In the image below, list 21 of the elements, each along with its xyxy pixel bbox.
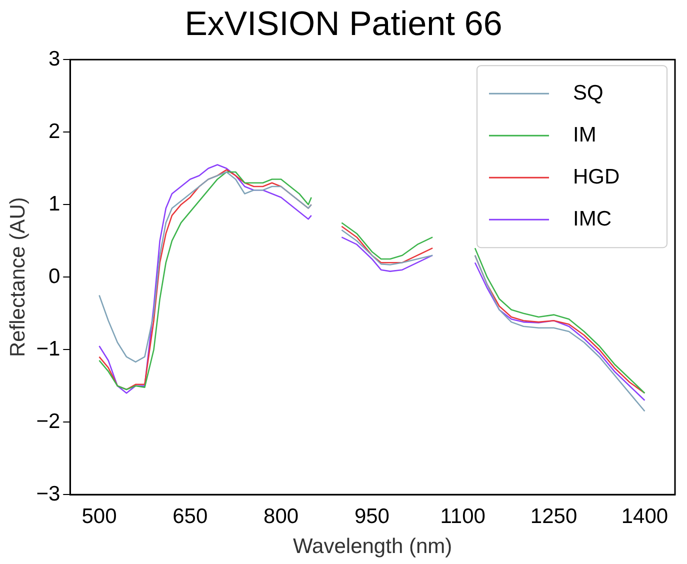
legend-label: IMC xyxy=(573,207,612,230)
x-tick-label: 800 xyxy=(264,504,299,528)
x-axis-title: Wavelength (nm) xyxy=(293,535,452,558)
x-tick-label: 950 xyxy=(354,504,390,528)
y-tick-label: −2 xyxy=(36,410,60,433)
y-axis-title: Reflectance (AU) xyxy=(6,197,30,358)
x-tick-label: 1400 xyxy=(621,504,668,528)
y-tick-label: 1 xyxy=(48,192,60,216)
legend-label: IM xyxy=(573,123,596,146)
chart-title: ExVISION Patient 66 xyxy=(184,4,504,44)
y-tick-label: −1 xyxy=(36,337,60,360)
x-tick-label: 1100 xyxy=(440,504,486,528)
y-tick-label: 3 xyxy=(48,47,60,70)
legend-label: SQ xyxy=(573,81,604,104)
x-tick-label: 650 xyxy=(172,504,208,528)
y-tick-label: 2 xyxy=(48,120,60,143)
y-tick-label: 0 xyxy=(48,264,60,288)
x-tick-label: 500 xyxy=(82,504,117,528)
legend-label: HGD xyxy=(573,165,620,188)
y-tick-label: −3 xyxy=(36,482,60,506)
x-tick-label: 1250 xyxy=(530,504,578,528)
